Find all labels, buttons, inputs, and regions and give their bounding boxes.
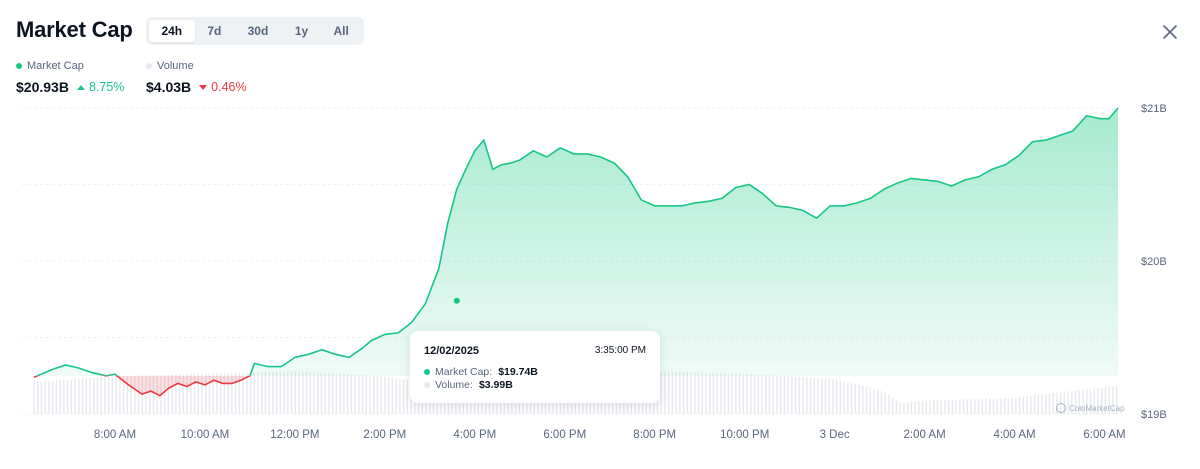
watermark-text: CoinMarketCap: [1069, 403, 1125, 413]
market-cap-change: 8.75%: [76, 80, 125, 94]
volume-change: 0.46%: [199, 80, 247, 94]
y-tick-label: $19B: [1141, 409, 1167, 421]
x-tick-label: 6:00 AM: [1083, 429, 1125, 441]
x-tick-label: 3 Dec: [820, 429, 850, 441]
market-cap-line-below: [33, 375, 251, 397]
tooltip-market-cap-value: $19.74B: [498, 366, 538, 378]
tab-1y[interactable]: 1y: [294, 24, 309, 38]
volume-value: $4.03B: [146, 79, 192, 95]
market-cap-dot-icon: [16, 63, 22, 69]
legend-market-cap[interactable]: Market Cap: [16, 60, 84, 72]
volume-stat: $4.03B 0.46%: [146, 79, 247, 95]
tab-7d[interactable]: 7d: [207, 24, 222, 38]
tab-30d[interactable]: 30d: [247, 24, 269, 38]
market-cap-area: [37, 108, 1118, 376]
close-icon[interactable]: [1160, 22, 1180, 42]
chart-tooltip: 12/02/2025 3:35:00 PM Market Cap: $19.74…: [410, 331, 660, 403]
market-cap-change-value: 8.75%: [88, 80, 125, 94]
legend-market-cap-label: Market Cap: [27, 60, 84, 72]
y-tick-label: $21B: [1141, 103, 1167, 115]
tab-all[interactable]: All: [333, 24, 349, 38]
volume-change-value: 0.46%: [211, 80, 247, 94]
x-tick-label: 4:00 AM: [993, 429, 1035, 441]
time-range-tabs: 24h 7d 30d 1y All: [146, 17, 364, 45]
tooltip-volume-row: Volume: $3.99B: [424, 379, 513, 391]
volume-dot-icon: [424, 382, 430, 388]
triangle-up-icon: [76, 84, 85, 90]
watermark: CoinMarketCap: [1056, 403, 1125, 413]
legend-volume[interactable]: Volume: [146, 60, 194, 72]
x-tick-label: 2:00 AM: [903, 429, 945, 441]
volume-dot-icon: [146, 63, 152, 69]
tooltip-volume-value: $3.99B: [478, 379, 513, 391]
market-cap-line: [35, 107, 1119, 376]
y-tick-label: $20B: [1141, 256, 1167, 268]
tooltip-date: 12/02/2025: [424, 345, 480, 357]
tab-24h[interactable]: 24h: [149, 20, 195, 42]
x-tick-label: 10:00 AM: [181, 429, 230, 441]
triangle-down-icon: [199, 84, 208, 90]
tooltip-volume-label: Volume:: [435, 379, 473, 391]
x-tick-label: 8:00 AM: [94, 429, 136, 441]
tooltip-market-cap-label: Market Cap:: [435, 366, 493, 378]
market-cap-stat: $20.93B 8.75%: [16, 79, 124, 95]
x-tick-label: 4:00 PM: [453, 429, 496, 441]
tooltip-market-cap-row: Market Cap: $19.74B: [424, 366, 538, 378]
x-tick-label: 2:00 PM: [363, 429, 406, 441]
x-tick-label: 6:00 PM: [543, 429, 586, 441]
market-cap-value: $20.93B: [16, 79, 69, 95]
tooltip-time: 3:35:00 PM: [594, 345, 646, 356]
legend-volume-label: Volume: [157, 60, 194, 72]
market-cap-dot-icon: [424, 369, 430, 375]
x-tick-label: 8:00 PM: [633, 429, 676, 441]
x-tick-label: 12:00 PM: [270, 429, 319, 441]
hover-point: [453, 297, 460, 304]
coinmarketcap-logo-icon: [1056, 403, 1066, 413]
x-tick-label: 10:00 PM: [720, 429, 769, 441]
page-title: Market Cap: [16, 17, 133, 42]
